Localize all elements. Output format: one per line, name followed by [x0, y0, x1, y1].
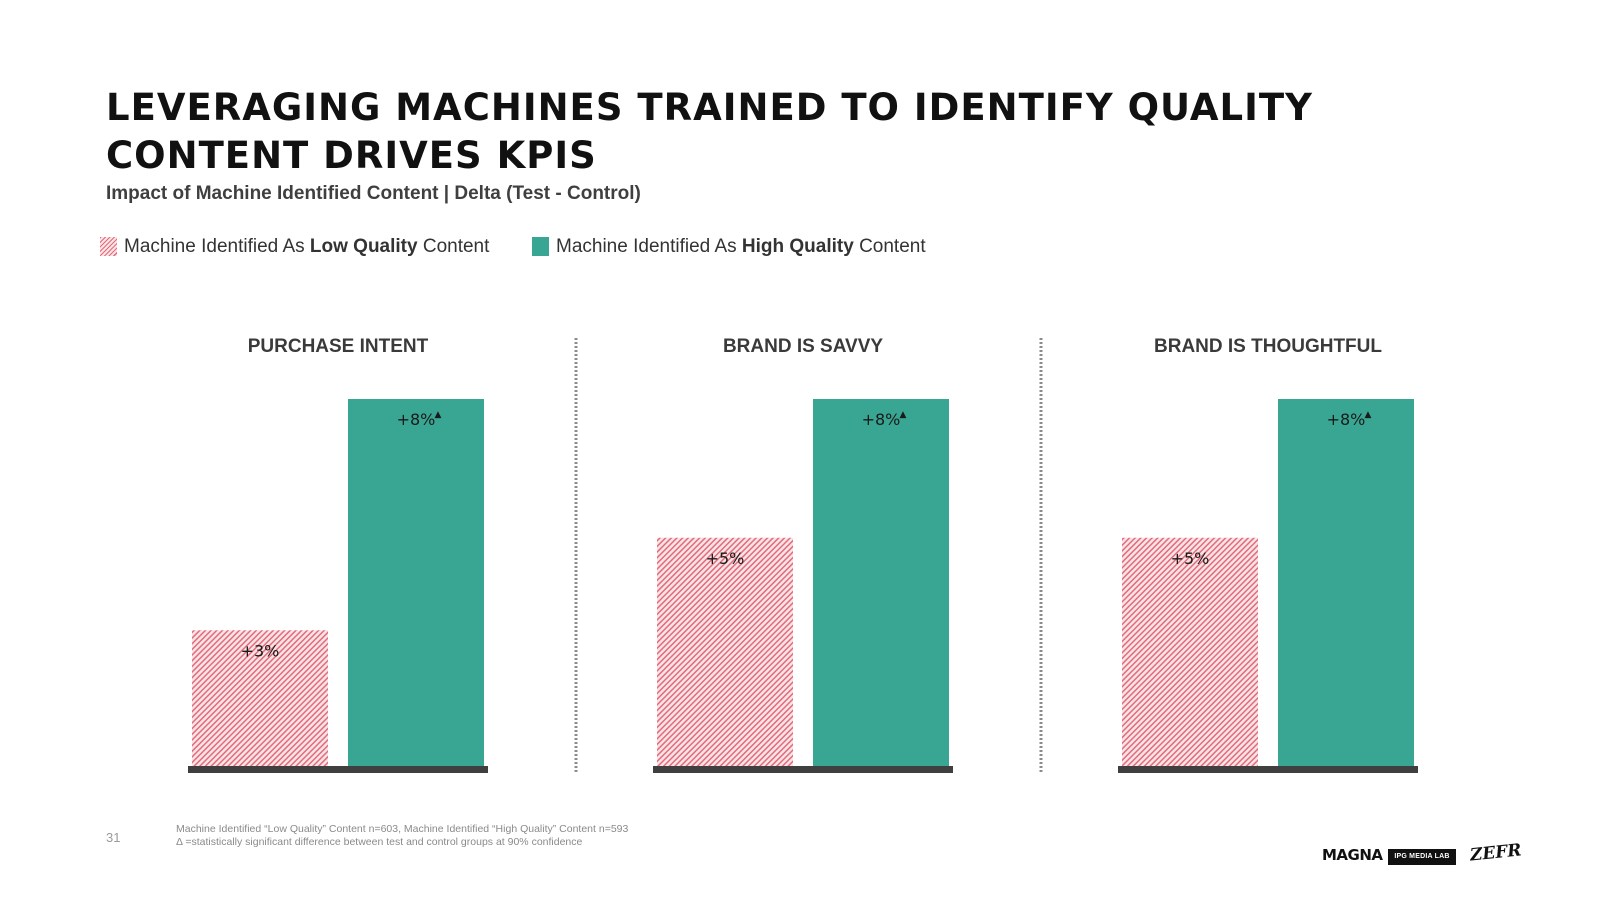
significance-marker: ▲	[900, 410, 907, 420]
data-label: +8%	[1327, 410, 1366, 429]
bar-low-quality	[1122, 537, 1258, 769]
footnote-sample-sizes: Machine Identified “Low Quality” Content…	[176, 823, 629, 835]
title-line-2: CONTENT DRIVES KPIS	[106, 134, 597, 177]
bar-high-quality	[348, 399, 484, 769]
footnote-significance: Δ =statistically significant difference …	[176, 836, 583, 848]
zefr-logo: ZEFR	[1469, 840, 1523, 866]
data-label: +5%	[1171, 549, 1210, 568]
data-label: +3%	[241, 641, 280, 660]
chart-title: BRAND IS SAVVY	[723, 336, 883, 357]
page-subtitle: Impact of Machine Identified Content | D…	[106, 183, 641, 204]
magna-logo: MAGNA	[1322, 846, 1383, 864]
chart-baseline	[653, 766, 953, 773]
bar-charts: PURCHASE INTENT+3%+8% ▲BRAND IS SAVVY+5%+…	[188, 336, 1418, 774]
chart-baseline	[188, 766, 488, 773]
legend-high-label: Machine Identified As High Quality Conte…	[556, 236, 926, 257]
bar-low-quality	[192, 630, 328, 769]
significance-marker: ▲	[1365, 410, 1372, 420]
chart-title: PURCHASE INTENT	[248, 336, 429, 357]
page-title: LEVERAGING MACHINES TRAINED TO IDENTIFY …	[106, 84, 1506, 180]
data-label: +8%	[397, 410, 436, 429]
chart-baseline	[1118, 766, 1418, 773]
bar-high-quality	[1278, 399, 1414, 769]
page-number: 31	[106, 830, 121, 845]
data-label: +8%	[862, 410, 901, 429]
bar-high-quality	[813, 399, 949, 769]
bar-low-quality	[657, 537, 793, 769]
data-label: +5%	[706, 549, 745, 568]
chart-title: BRAND IS THOUGHTFUL	[1154, 336, 1382, 357]
significance-marker: ▲	[435, 410, 442, 420]
title-line-1: LEVERAGING MACHINES TRAINED TO IDENTIFY …	[106, 86, 1313, 129]
footnote: Machine Identified “Low Quality” Content…	[176, 823, 628, 849]
low-quality-swatch	[100, 237, 117, 256]
ipg-media-lab-logo: IPG MEDIA LAB	[1388, 849, 1456, 865]
high-quality-swatch	[532, 237, 549, 256]
legend-low-label: Machine Identified As Low Quality Conten…	[124, 236, 490, 257]
